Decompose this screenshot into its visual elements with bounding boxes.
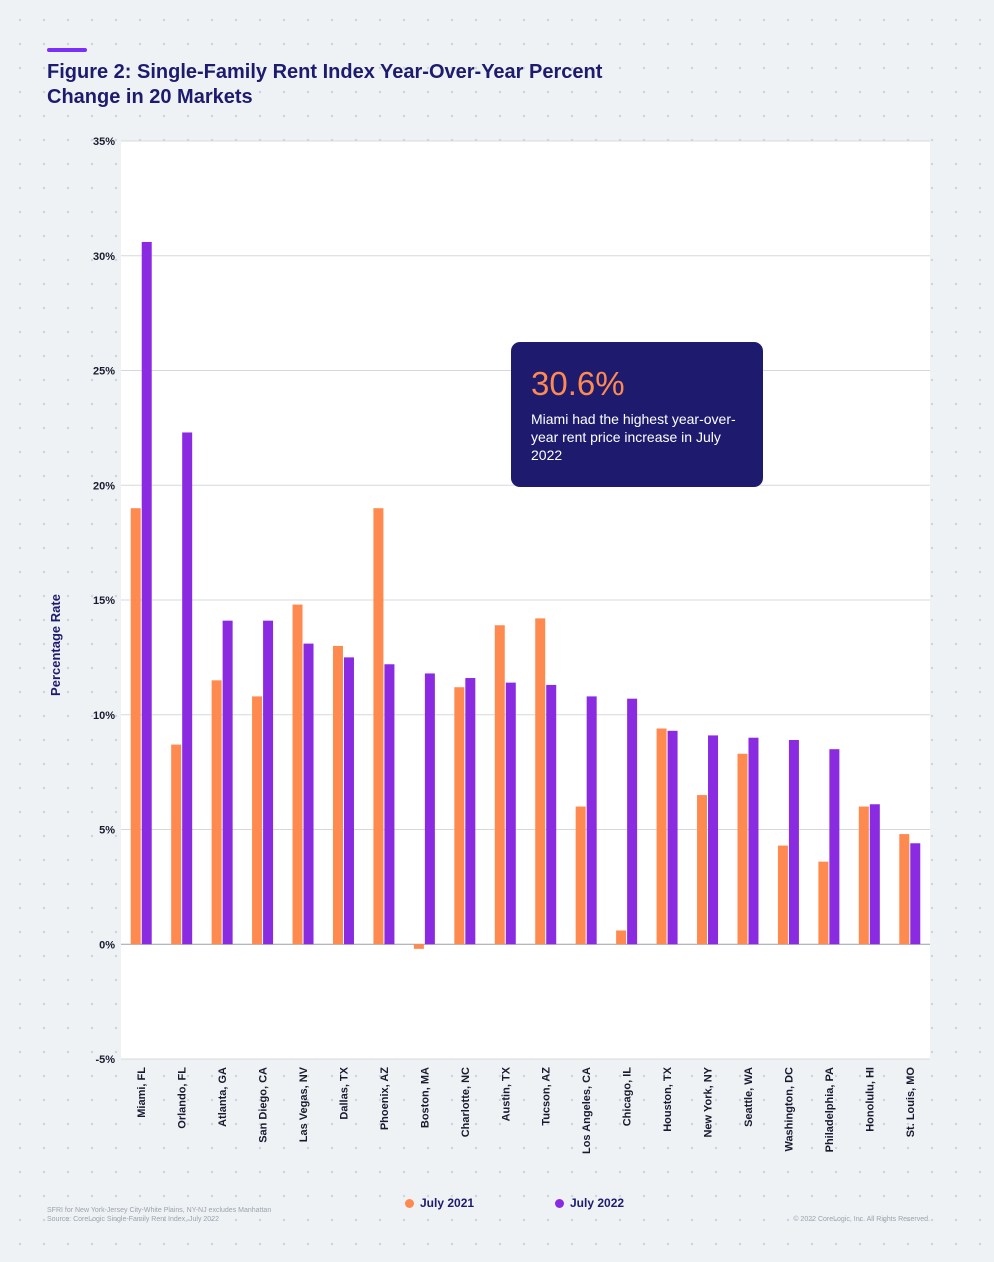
callout-text: Miami had the highest year-over-year ren… [531,411,736,463]
bar-july-2021 [656,728,667,945]
bar-july-2021 [535,618,546,945]
bar-july-2021 [777,845,788,945]
x-tick-label: Las Vegas, NV [298,1066,310,1142]
legend-item-july-2022: July 2022 [555,1196,624,1210]
legend-swatch-july-2021 [405,1198,414,1208]
y-tick-label: 5% [99,825,115,837]
y-tick-label: 10% [93,710,115,722]
bar-july-2021 [292,604,303,945]
bar-july-2022 [708,735,719,945]
bar-july-2021 [252,696,263,945]
bar-july-2021 [211,680,222,945]
bar-july-2021 [373,508,384,945]
x-tick-label: Austin, TX [500,1066,512,1121]
x-tick-label: Philadelphia, PA [824,1067,836,1152]
y-tick-label: 30% [93,251,115,263]
x-tick-label: Boston, MA [419,1067,431,1128]
chart-title: Figure 2: Single-Family Rent Index Year-… [47,61,603,108]
bar-july-2022 [546,684,557,945]
x-tick-label: New York, NY [703,1066,715,1137]
bar-july-2022 [182,432,193,945]
bar-july-2022 [910,843,921,945]
footnote: SFRI for New York-Jersey City-White Plai… [47,1206,271,1224]
bar-july-2022 [788,739,799,945]
bar-july-2022 [424,673,435,945]
bar-july-2022 [141,241,152,945]
x-tick-label: San Diego, CA [258,1067,270,1143]
legend-item-july-2021: July 2021 [405,1196,474,1210]
y-tick-label: -5% [95,1054,115,1066]
bar-july-2021 [899,834,910,945]
bar-july-2021 [130,508,141,945]
footnote-line-1: SFRI for New York-Jersey City-White Plai… [47,1207,272,1214]
x-tick-label: Tucson, AZ [541,1067,553,1126]
bar-july-2022 [748,737,759,945]
bar-july-2021 [454,687,465,945]
copyright: © 2022 CoreLogic, Inc. All Rights Reserv… [793,1216,930,1223]
y-tick-label: 25% [93,366,115,378]
y-tick-label: 20% [93,480,115,492]
y-tick-label: 15% [93,595,115,607]
bar-july-2022 [465,678,476,945]
x-tick-label: Chicago, IL [622,1067,634,1127]
bar-july-2022 [869,804,880,945]
bar-july-2022 [627,698,638,945]
x-tick-label: Dallas, TX [338,1066,350,1119]
bar-july-2022 [505,682,516,945]
bar-july-2021 [575,806,586,945]
legend: July 2021 July 2022 [0,1196,994,1216]
y-tick-label: 35% [93,136,115,148]
bar-july-2021 [413,944,424,949]
bar-july-2021 [818,861,829,945]
bar-july-2022 [343,657,354,945]
x-tick-label: St. Louis, MO [905,1067,917,1138]
x-tick-label: Seattle, WA [743,1067,755,1127]
y-tick-label: 0% [99,939,115,951]
bar-july-2022 [384,664,395,945]
x-tick-label: Charlotte, NC [460,1067,472,1137]
bar-july-2021 [858,806,869,945]
y-axis-label: Percentage Rate [48,594,63,696]
bar-july-2022 [263,620,274,945]
bar-july-2021 [332,645,343,945]
x-tick-label: Los Angeles, CA [581,1067,593,1154]
title-accent-bar [47,48,87,52]
bar-july-2022 [829,749,840,945]
bar-july-2021 [616,930,627,945]
callout-box: 30.6% Miami had the highest year-over-ye… [511,342,763,487]
x-tick-label: Phoenix, AZ [379,1067,391,1130]
x-tick-label: Houston, TX [662,1066,674,1131]
x-tick-label: Atlanta, GA [217,1067,229,1127]
legend-label-july-2022: July 2022 [570,1196,625,1210]
footnote-line-2: Source: CoreLogic Single-Family Rent Ind… [47,1216,219,1223]
legend-swatch-july-2022 [555,1198,564,1208]
bar-july-2022 [303,643,314,945]
legend-label-july-2021: July 2021 [420,1196,475,1210]
bar-july-2021 [494,625,505,945]
x-tick-label: Washington, DC [783,1067,795,1152]
bar-july-2022 [667,730,678,945]
bar-july-2022 [222,620,233,945]
bar-july-2021 [171,744,182,945]
x-tick-label: Honolulu, HI [864,1067,876,1132]
callout-value: 30.6% [531,365,625,402]
bar-july-2021 [737,753,748,945]
x-tick-label: Orlando, FL [177,1067,189,1129]
bar-july-2022 [586,696,597,945]
x-tick-label: Miami, FL [136,1067,148,1118]
bar-july-2021 [697,795,708,945]
